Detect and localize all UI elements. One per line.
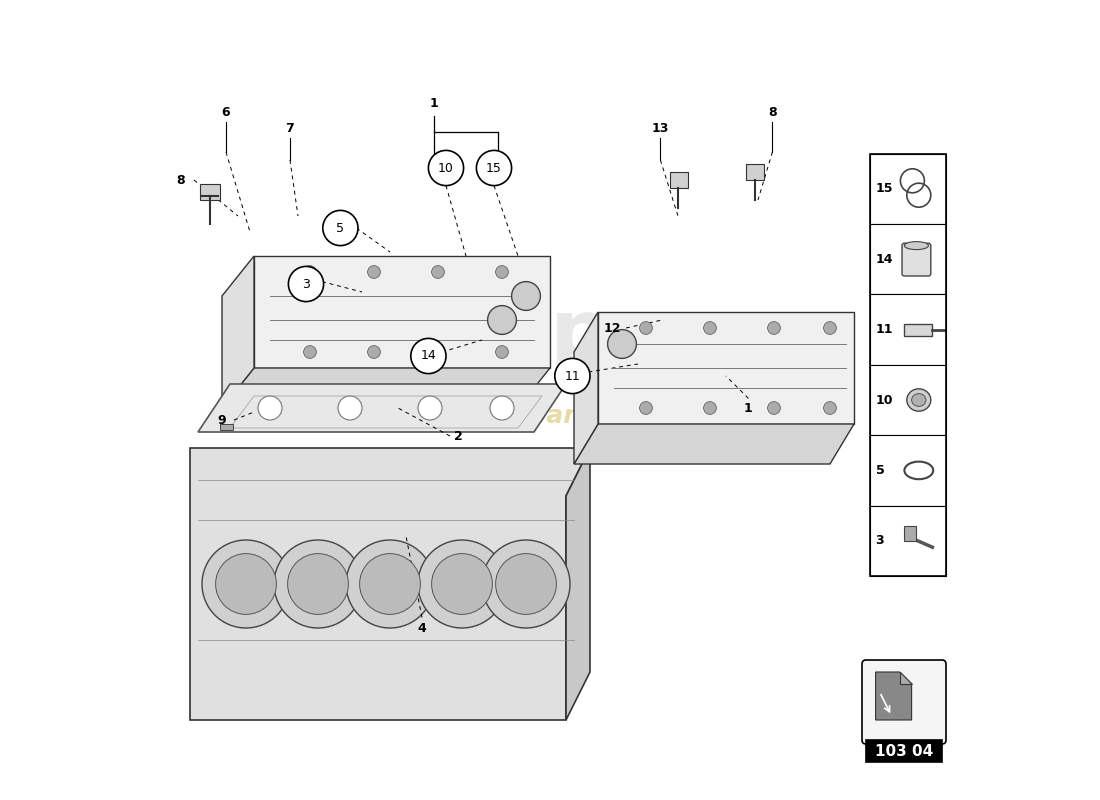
- Circle shape: [288, 266, 323, 302]
- Circle shape: [512, 282, 540, 310]
- Text: 15: 15: [876, 182, 893, 195]
- Text: 8: 8: [768, 106, 777, 118]
- Text: 5: 5: [876, 464, 884, 477]
- Circle shape: [274, 540, 362, 628]
- FancyBboxPatch shape: [902, 243, 931, 276]
- Polygon shape: [190, 448, 590, 720]
- Text: 12: 12: [604, 322, 622, 334]
- Text: 11: 11: [564, 370, 581, 382]
- Text: 3: 3: [302, 278, 310, 290]
- Circle shape: [496, 554, 557, 614]
- Circle shape: [304, 346, 317, 358]
- Ellipse shape: [906, 389, 931, 411]
- Polygon shape: [574, 424, 854, 464]
- Bar: [904, 324, 933, 336]
- Polygon shape: [876, 672, 912, 720]
- Bar: [904, 526, 915, 541]
- Circle shape: [431, 266, 444, 278]
- FancyBboxPatch shape: [862, 660, 946, 744]
- Text: 9: 9: [218, 414, 227, 426]
- Text: 7: 7: [286, 122, 295, 134]
- Circle shape: [490, 396, 514, 420]
- Ellipse shape: [904, 242, 928, 250]
- Circle shape: [202, 540, 290, 628]
- Circle shape: [704, 322, 716, 334]
- Polygon shape: [222, 368, 550, 408]
- Bar: [870, 294, 946, 365]
- Circle shape: [824, 322, 836, 334]
- Circle shape: [258, 396, 282, 420]
- Bar: [866, 740, 942, 762]
- Circle shape: [824, 402, 836, 414]
- Circle shape: [418, 396, 442, 420]
- Circle shape: [496, 346, 508, 358]
- Circle shape: [704, 402, 716, 414]
- Polygon shape: [598, 312, 854, 424]
- Bar: [870, 435, 946, 506]
- Bar: [870, 154, 946, 224]
- Circle shape: [287, 554, 349, 614]
- Text: 8: 8: [176, 174, 185, 186]
- Bar: [870, 365, 946, 435]
- Text: 5: 5: [337, 222, 344, 234]
- Circle shape: [360, 554, 420, 614]
- Text: a passion for parts since 1985: a passion for parts since 1985: [338, 404, 762, 428]
- Circle shape: [768, 402, 780, 414]
- Circle shape: [410, 338, 446, 374]
- Circle shape: [338, 396, 362, 420]
- Text: eurospares: eurospares: [277, 294, 823, 378]
- Polygon shape: [198, 384, 566, 432]
- Text: 11: 11: [876, 323, 893, 336]
- Text: 1: 1: [744, 402, 752, 414]
- Circle shape: [554, 358, 590, 394]
- Text: 10: 10: [876, 394, 893, 406]
- Circle shape: [607, 330, 637, 358]
- Text: 4: 4: [418, 622, 427, 634]
- Circle shape: [431, 346, 444, 358]
- Bar: [200, 184, 220, 200]
- Polygon shape: [900, 672, 912, 684]
- Circle shape: [482, 540, 570, 628]
- Circle shape: [216, 554, 276, 614]
- Circle shape: [639, 402, 652, 414]
- Circle shape: [476, 150, 512, 186]
- Circle shape: [768, 322, 780, 334]
- Polygon shape: [566, 448, 590, 720]
- Text: 14: 14: [876, 253, 893, 266]
- Circle shape: [304, 266, 317, 278]
- Polygon shape: [222, 256, 254, 408]
- Bar: [870, 154, 946, 576]
- Text: 103 04: 103 04: [874, 744, 933, 758]
- Text: 1: 1: [430, 98, 439, 110]
- Text: 10: 10: [438, 162, 454, 174]
- Text: 2: 2: [453, 430, 462, 442]
- Circle shape: [431, 554, 493, 614]
- Ellipse shape: [912, 394, 926, 406]
- Circle shape: [639, 322, 652, 334]
- Circle shape: [487, 306, 516, 334]
- Circle shape: [428, 150, 463, 186]
- Polygon shape: [254, 256, 550, 368]
- Bar: [870, 506, 946, 576]
- Circle shape: [346, 540, 434, 628]
- Circle shape: [496, 266, 508, 278]
- Bar: [746, 164, 763, 180]
- Bar: [220, 424, 233, 430]
- Circle shape: [367, 266, 381, 278]
- Text: 15: 15: [486, 162, 502, 174]
- Circle shape: [418, 540, 506, 628]
- Bar: [670, 172, 688, 188]
- Text: 6: 6: [222, 106, 230, 118]
- Text: 14: 14: [420, 350, 437, 362]
- Bar: [870, 224, 946, 294]
- Circle shape: [367, 346, 381, 358]
- Circle shape: [322, 210, 358, 246]
- Text: 13: 13: [651, 122, 669, 134]
- Text: 3: 3: [876, 534, 884, 547]
- Polygon shape: [574, 312, 598, 464]
